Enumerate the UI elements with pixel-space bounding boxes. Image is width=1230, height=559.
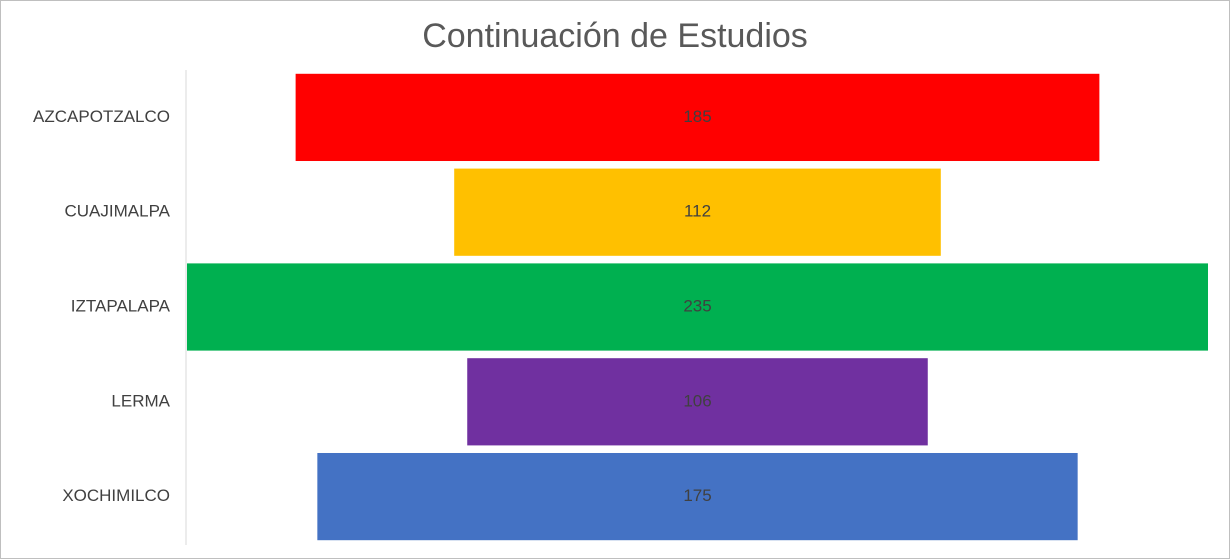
category-label: AZCAPOTZALCO [33,107,170,126]
data-label: 106 [683,391,711,410]
category-label: CUAJIMALPA [65,202,171,221]
data-label: 112 [684,202,711,221]
category-label: XOCHIMILCO [62,486,170,505]
category-label: IZTAPALAPA [71,296,171,315]
bar [454,168,941,256]
data-label: 235 [683,296,711,315]
data-label: 185 [683,107,711,126]
bar [317,452,1078,541]
chart-title: Continuación de Estudios [422,17,808,55]
category-label: LERMA [111,391,170,410]
data-label: 175 [683,486,711,505]
bar [467,358,928,446]
bar [187,263,1208,351]
bar [295,73,1100,162]
